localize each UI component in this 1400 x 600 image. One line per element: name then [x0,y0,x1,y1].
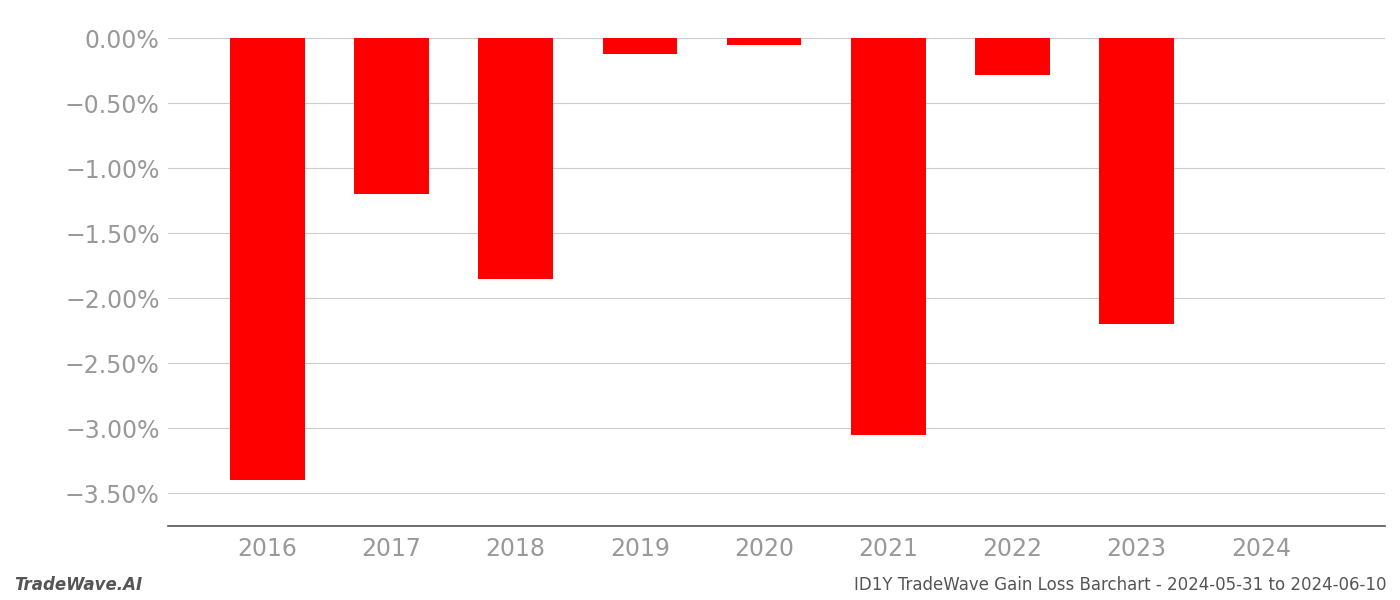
Bar [976,38,1050,75]
Bar [727,38,801,45]
Text: ID1Y TradeWave Gain Loss Barchart - 2024-05-31 to 2024-06-10: ID1Y TradeWave Gain Loss Barchart - 2024… [854,576,1386,594]
Bar [230,38,305,481]
Bar [1099,38,1173,325]
Text: TradeWave.AI: TradeWave.AI [14,576,143,594]
Bar [851,38,925,435]
Bar [354,38,428,194]
Bar [602,38,678,54]
Bar [479,38,553,279]
